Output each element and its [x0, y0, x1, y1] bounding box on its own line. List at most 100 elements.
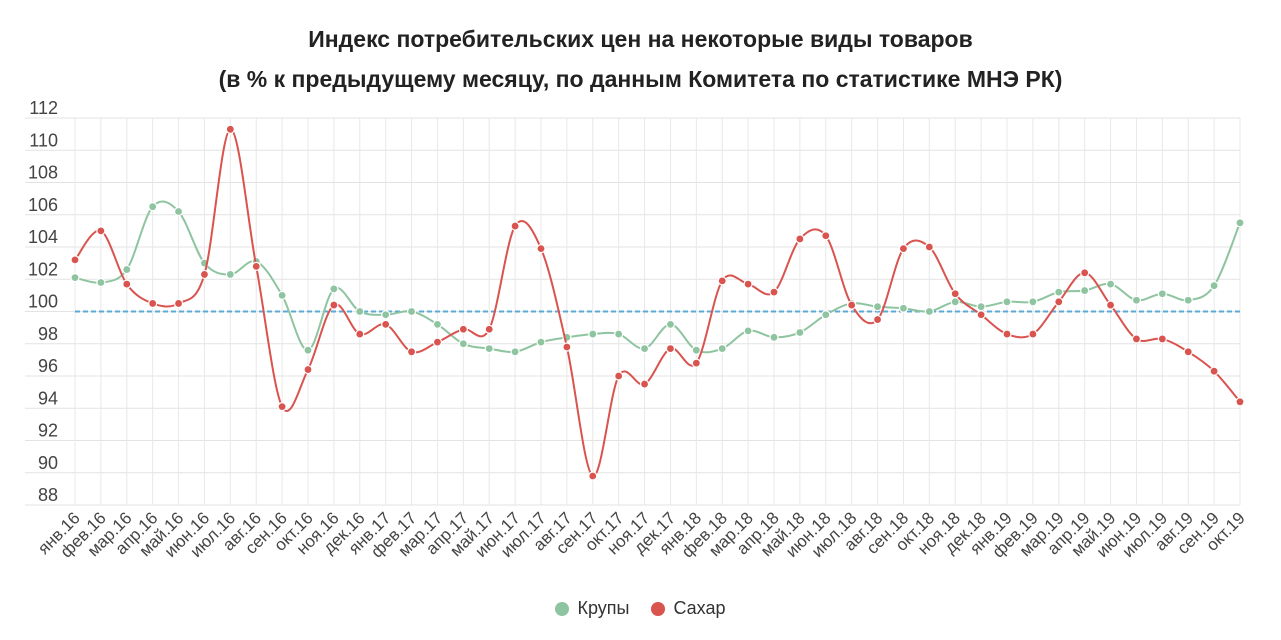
data-point[interactable]	[1080, 268, 1090, 278]
data-point[interactable]	[717, 343, 727, 354]
data-point[interactable]	[1157, 334, 1167, 344]
data-point[interactable]	[406, 306, 417, 317]
data-point[interactable]	[1235, 397, 1245, 407]
data-point[interactable]	[1131, 334, 1142, 344]
data-point[interactable]	[225, 269, 235, 280]
data-point[interactable]	[1157, 289, 1167, 299]
data-point[interactable]	[872, 302, 883, 312]
data-point[interactable]	[795, 234, 805, 244]
y-tick-label: 92	[38, 421, 58, 441]
data-point[interactable]	[1183, 295, 1193, 305]
data-point[interactable]	[639, 379, 650, 389]
data-point[interactable]	[950, 297, 960, 307]
legend-marker-sakhar	[651, 601, 666, 616]
data-point[interactable]	[1183, 347, 1193, 357]
data-point[interactable]	[1028, 297, 1038, 307]
grid	[25, 117, 1241, 506]
data-point[interactable]	[251, 261, 261, 271]
data-point[interactable]	[1209, 281, 1219, 291]
data-point[interactable]	[536, 244, 546, 254]
data-point[interactable]	[122, 264, 132, 275]
legend-item-krupy[interactable]: Крупы	[555, 598, 629, 619]
data-point[interactable]	[1028, 329, 1038, 339]
data-point[interactable]	[303, 364, 313, 375]
data-point[interactable]	[1080, 285, 1090, 296]
y-tick-label: 102	[28, 259, 58, 279]
data-point[interactable]	[536, 337, 546, 347]
data-point[interactable]	[639, 343, 650, 354]
data-point[interactable]	[898, 244, 909, 254]
data-point[interactable]	[1209, 366, 1219, 376]
data-point[interactable]	[329, 284, 339, 294]
data-point[interactable]	[821, 310, 831, 320]
data-point[interactable]	[199, 269, 210, 280]
data-point[interactable]	[96, 226, 106, 236]
data-point[interactable]	[769, 332, 779, 342]
data-point[interactable]	[458, 339, 468, 349]
data-point[interactable]	[484, 343, 494, 354]
data-point[interactable]	[1131, 295, 1142, 305]
data-point[interactable]	[148, 298, 158, 309]
data-point[interactable]	[1054, 287, 1064, 297]
data-point[interactable]	[950, 289, 960, 299]
data-point[interactable]	[355, 306, 365, 317]
data-point[interactable]	[148, 202, 158, 212]
data-point[interactable]	[173, 298, 184, 309]
data-point[interactable]	[665, 343, 676, 354]
data-point[interactable]	[743, 279, 753, 289]
data-point[interactable]	[847, 300, 857, 310]
data-point[interactable]	[355, 329, 365, 339]
data-point[interactable]	[1105, 300, 1116, 310]
data-point[interactable]	[225, 124, 235, 134]
data-point[interactable]	[303, 345, 313, 355]
data-point[interactable]	[795, 327, 805, 338]
data-point[interactable]	[458, 324, 468, 334]
legend-item-sakhar[interactable]: Сахар	[651, 598, 726, 619]
data-point[interactable]	[769, 287, 779, 297]
data-point[interactable]	[122, 279, 132, 289]
data-point[interactable]	[691, 358, 701, 368]
y-tick-label: 108	[28, 163, 58, 183]
series-line	[74, 128, 1241, 477]
data-point[interactable]	[588, 471, 598, 481]
data-point[interactable]	[96, 277, 106, 288]
data-point[interactable]	[614, 329, 624, 339]
data-point[interactable]	[743, 326, 753, 336]
data-point[interactable]	[510, 221, 520, 231]
data-point[interactable]	[588, 329, 598, 339]
data-point[interactable]	[976, 302, 986, 312]
data-point[interactable]	[510, 347, 520, 357]
data-point[interactable]	[70, 273, 80, 283]
data-point[interactable]	[691, 345, 701, 355]
y-tick-label: 96	[38, 356, 58, 376]
data-point[interactable]	[898, 303, 909, 313]
data-point[interactable]	[329, 300, 339, 310]
data-point[interactable]	[173, 206, 184, 217]
data-point[interactable]	[717, 276, 727, 286]
data-point[interactable]	[1002, 329, 1012, 339]
data-point[interactable]	[1002, 297, 1012, 307]
data-point[interactable]	[821, 231, 831, 241]
data-point[interactable]	[1054, 297, 1064, 307]
data-point[interactable]	[872, 314, 883, 325]
series-group	[70, 124, 1245, 481]
data-point[interactable]	[924, 306, 934, 317]
data-point[interactable]	[665, 319, 676, 329]
data-point[interactable]	[406, 347, 417, 357]
data-point[interactable]	[614, 371, 624, 381]
data-point[interactable]	[277, 290, 287, 300]
data-point[interactable]	[924, 242, 934, 252]
data-point[interactable]	[70, 255, 80, 265]
data-point[interactable]	[381, 310, 391, 320]
data-point[interactable]	[381, 319, 391, 329]
data-point[interactable]	[976, 310, 986, 320]
data-point[interactable]	[1105, 279, 1116, 289]
data-point[interactable]	[432, 319, 443, 329]
data-point[interactable]	[432, 337, 443, 347]
y-tick-label: 88	[38, 485, 58, 505]
data-point[interactable]	[484, 324, 494, 334]
data-point[interactable]	[562, 342, 572, 352]
data-point[interactable]	[1235, 218, 1245, 228]
data-point[interactable]	[277, 402, 287, 412]
